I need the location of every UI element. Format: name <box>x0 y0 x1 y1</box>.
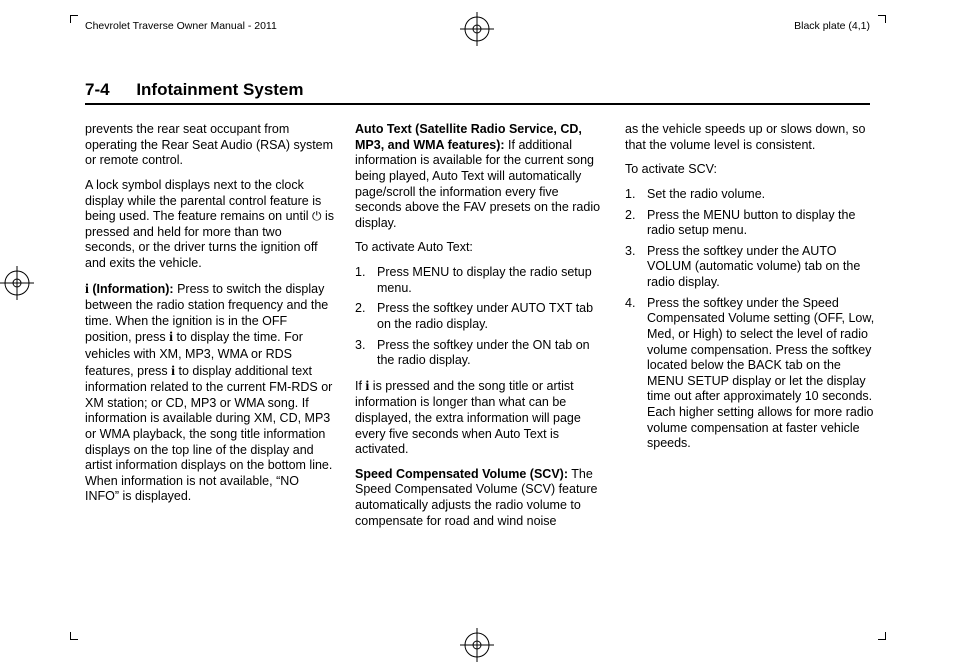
list-item: 3.Press the softkey under the AUTO VOLUM… <box>625 244 875 291</box>
step-number: 4. <box>625 296 647 452</box>
step-text: Press the softkey under the AUTO VOLUM (… <box>647 244 875 291</box>
registration-mark-left-icon <box>0 266 34 300</box>
step-text: Press MENU to display the radio setup me… <box>377 265 605 296</box>
list-item: 1.Press MENU to display the radio setup … <box>355 265 605 296</box>
step-number: 2. <box>625 208 647 239</box>
corner-mark-br <box>878 632 886 640</box>
step-text: Press the softkey under AUTO TXT tab on … <box>377 301 605 332</box>
col3-para2: To activate SCV: <box>625 162 875 178</box>
col1-p2-text-a: A lock symbol displays next to the clock… <box>85 178 321 223</box>
col3-steps: 1.Set the radio volume. 2.Press the MENU… <box>625 187 875 452</box>
step-text: Press the softkey under the ON tab on th… <box>377 338 605 369</box>
col1-para1: prevents the rear seat occupant from ope… <box>85 122 335 169</box>
list-item: 3.Press the softkey under the ON tab on … <box>355 338 605 369</box>
step-text: Set the radio volume. <box>647 187 875 203</box>
col2-p3-text-a: If <box>355 379 365 393</box>
header-right-text: Black plate (4,1) <box>794 20 870 32</box>
power-icon: ⏻ <box>312 209 322 223</box>
section-title: Infotainment System <box>136 80 303 99</box>
section-header: 7-4 Infotainment System <box>85 80 870 105</box>
corner-mark-tl <box>70 15 78 23</box>
col1-p3-text-c: to display additional text information r… <box>85 364 332 504</box>
col1-para2: A lock symbol displays next to the clock… <box>85 178 335 272</box>
column-2: Auto Text (Satellite Radio Service, CD, … <box>355 122 605 538</box>
step-number: 1. <box>625 187 647 203</box>
step-text: Press the softkey under the Speed Compen… <box>647 296 875 452</box>
col2-para3: If i is pressed and the song title or ar… <box>355 378 605 458</box>
header-left-text: Chevrolet Traverse Owner Manual - 2011 <box>85 20 277 32</box>
col2-para2: To activate Auto Text: <box>355 240 605 256</box>
col2-p4-label: Speed Compensated Volume (SCV): <box>355 467 568 481</box>
column-1: prevents the rear seat occupant from ope… <box>85 122 335 538</box>
step-text: Press the MENU button to display the rad… <box>647 208 875 239</box>
list-item: 1.Set the radio volume. <box>625 187 875 203</box>
col2-para1: Auto Text (Satellite Radio Service, CD, … <box>355 122 605 231</box>
corner-mark-bl <box>70 632 78 640</box>
column-3: as the vehicle speeds up or slows down, … <box>625 122 875 538</box>
list-item: 2.Press the MENU button to display the r… <box>625 208 875 239</box>
step-number: 1. <box>355 265 377 296</box>
content-columns: prevents the rear seat occupant from ope… <box>85 122 875 538</box>
registration-mark-top-icon <box>460 12 494 46</box>
col3-para1: as the vehicle speeds up or slows down, … <box>625 122 875 153</box>
corner-mark-tr <box>878 15 886 23</box>
col2-para4: Speed Compensated Volume (SCV): The Spee… <box>355 467 605 530</box>
step-number: 3. <box>625 244 647 291</box>
registration-mark-bottom-icon <box>460 628 494 662</box>
step-number: 3. <box>355 338 377 369</box>
col1-para3: i (Information): Press to switch the dis… <box>85 281 335 505</box>
list-item: 4.Press the softkey under the Speed Comp… <box>625 296 875 452</box>
col2-p3-text-b: is pressed and the song title or artist … <box>355 379 581 456</box>
col2-steps: 1.Press MENU to display the radio setup … <box>355 265 605 369</box>
col1-p3-label: (Information): <box>89 282 174 296</box>
step-number: 2. <box>355 301 377 332</box>
list-item: 2.Press the softkey under AUTO TXT tab o… <box>355 301 605 332</box>
section-number: 7-4 <box>85 80 110 99</box>
